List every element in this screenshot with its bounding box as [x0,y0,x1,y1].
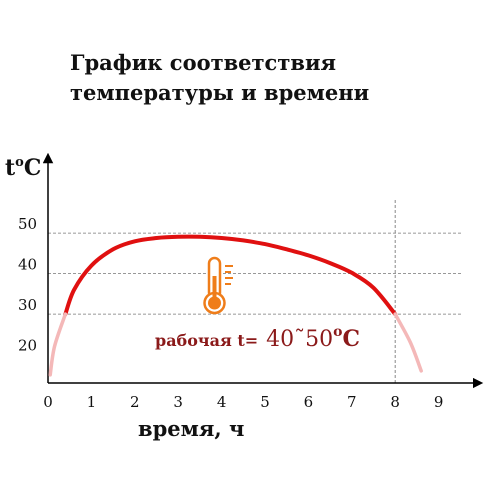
y-tick-label: 30 [18,296,37,314]
y-axis-label: toC [5,155,41,181]
x-tick-label: 7 [347,393,357,411]
annotation-sup: o [333,324,342,340]
y-axis-label-base: t [5,155,16,181]
gridlines [48,232,462,315]
x-axis-label: время, ч [138,416,244,441]
x-tick-label: 2 [130,393,140,411]
annotation-unit: C [343,326,361,352]
series-line-fade [393,312,423,373]
series-lines [48,234,423,377]
series-line-fade [48,312,68,377]
x-tick-label: 0 [43,393,53,411]
y-tick-label: 20 [18,337,37,355]
x-tick-label: 6 [304,393,314,411]
annotation: рабочая t= 40˜50oC [155,324,360,352]
y-tick-labels: 20 30 40 50 [18,215,37,355]
x-tick-label: 5 [260,393,270,411]
x-tick-label: 9 [434,393,444,411]
y-axis-label-sup: o [15,155,24,170]
thermometer-icon [203,256,233,315]
series-line-main [63,234,398,317]
chart-title: График соответствия температуры и времен… [70,48,490,108]
y-axis-label-unit: C [24,155,42,181]
x-tick-label: 1 [87,393,97,411]
annotation-label: рабочая t= [155,331,258,350]
x-tick-label: 8 [390,393,400,411]
y-tick-label: 50 [18,215,37,233]
y-tick-label: 40 [18,256,37,274]
x-tick-labels: 0 1 2 3 4 5 6 7 8 9 [43,393,443,411]
annotation-value: 40˜50 [266,327,333,352]
x-tick-label: 3 [173,393,183,411]
chart-title-line-2: температуры и времени [70,80,370,105]
x-tick-label: 4 [217,393,227,411]
chart-title-line-1: График соответствия [70,50,337,75]
